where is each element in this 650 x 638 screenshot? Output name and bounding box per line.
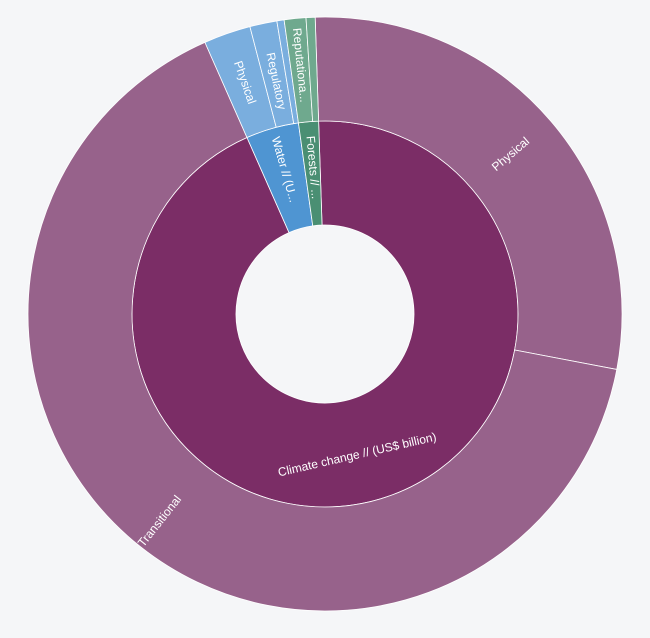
- inner-slice-climate-change-us-billion-0[interactable]: [131, 120, 519, 508]
- outer-slice-climate-change-us-billion-transitional-1[interactable]: [27, 41, 618, 612]
- inner_ring-label-2: Forests // ...: [304, 135, 323, 199]
- outer-slice-climate-change-us-billion-physical-0[interactable]: [314, 16, 623, 370]
- outer-slice-forests-6[interactable]: [305, 16, 320, 122]
